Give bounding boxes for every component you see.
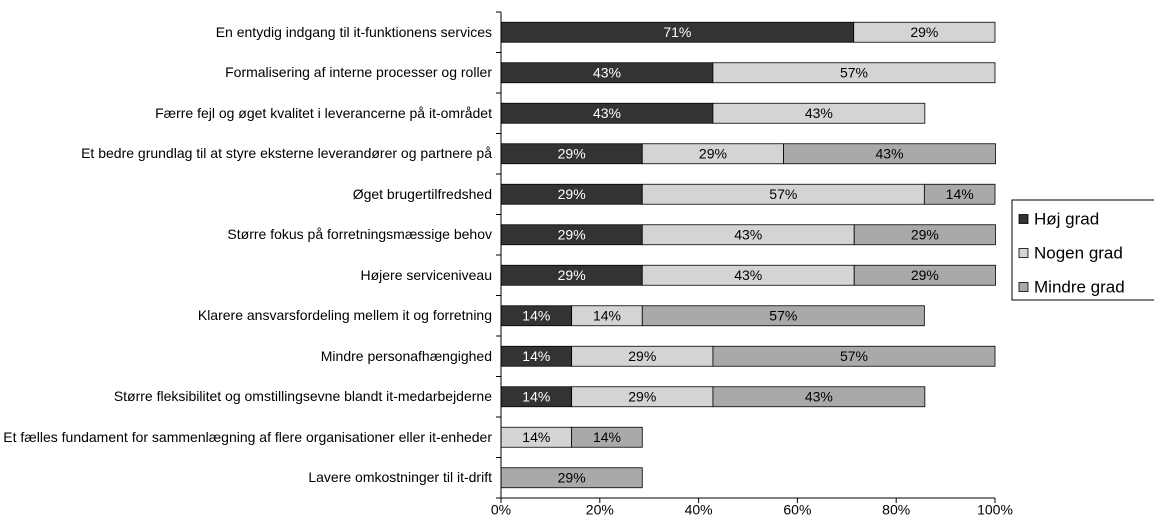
x-tick-label: 40% bbox=[685, 502, 713, 518]
data-label: 14% bbox=[522, 429, 550, 445]
category-label: Større fleksibilitet og omstillingsevne … bbox=[0, 377, 492, 417]
data-label: 43% bbox=[805, 105, 833, 121]
bar-segment bbox=[712, 386, 926, 408]
data-label: 29% bbox=[558, 186, 586, 202]
category-label: Et bedre grundlag til at styre eksterne … bbox=[0, 134, 492, 174]
bar-segment bbox=[853, 264, 996, 286]
legend-swatch bbox=[1018, 282, 1029, 292]
data-label: 14% bbox=[946, 186, 974, 202]
category-label: En entydig indgang til it-funktionens se… bbox=[0, 12, 492, 52]
category-text: Klarere ansvarsfordeling mellem it og fo… bbox=[197, 307, 492, 324]
category-text: Højere serviceniveau bbox=[360, 266, 493, 283]
category-label: Formalisering af interne processer og ro… bbox=[0, 53, 492, 93]
data-label: 14% bbox=[593, 307, 621, 323]
data-label: 57% bbox=[840, 348, 868, 364]
data-label: 43% bbox=[593, 105, 621, 121]
legend-label: Høj grad bbox=[1034, 209, 1099, 228]
category-label: Færre fejl og øget kvalitet i leverancer… bbox=[0, 93, 492, 133]
data-label: 43% bbox=[734, 226, 762, 242]
x-tick-label: 20% bbox=[586, 502, 614, 518]
category-label: Klarere ansvarsfordeling mellem it og fo… bbox=[0, 296, 492, 336]
x-tick-label: 0% bbox=[491, 502, 511, 518]
data-label: 71% bbox=[663, 24, 691, 40]
bar-segment bbox=[641, 305, 925, 327]
bar-segment bbox=[571, 426, 643, 448]
bar-segment bbox=[923, 183, 996, 205]
category-label: Mindre personafhængighed bbox=[0, 336, 492, 376]
x-tick-label: 80% bbox=[882, 502, 910, 518]
data-label: 29% bbox=[558, 226, 586, 242]
data-label: 29% bbox=[558, 145, 586, 161]
data-label: 14% bbox=[522, 307, 550, 323]
category-label: Højere serviceniveau bbox=[0, 255, 493, 295]
bar-segment bbox=[712, 345, 996, 367]
category-label: Et fælles fundament for sammenlægning af… bbox=[0, 417, 492, 457]
data-label: 14% bbox=[522, 348, 550, 364]
x-tick-label: 60% bbox=[783, 502, 811, 518]
category-label: Større fokus på forretningsmæssige behov bbox=[0, 215, 492, 255]
x-tick-label: 100% bbox=[977, 502, 1013, 518]
category-text: Færre fejl og øget kvalitet i leverancer… bbox=[155, 104, 492, 121]
bar-segment bbox=[712, 102, 926, 124]
data-label: 43% bbox=[805, 388, 833, 404]
category-text: Formalisering af interne processer og ro… bbox=[225, 64, 492, 81]
data-label: 57% bbox=[840, 64, 868, 80]
bar-segment bbox=[712, 62, 996, 84]
data-label: 14% bbox=[593, 429, 621, 445]
category-text: Lavere omkostninger til it-drift bbox=[308, 469, 492, 486]
data-label: 29% bbox=[628, 348, 656, 364]
data-label: 14% bbox=[522, 388, 550, 404]
category-text: Større fokus på forretningsmæssige behov bbox=[227, 226, 492, 243]
data-label: 43% bbox=[734, 267, 762, 283]
data-label: 29% bbox=[558, 267, 586, 283]
legend-swatch bbox=[1018, 248, 1029, 258]
category-text: Større fleksibilitet og omstillingsevne … bbox=[113, 388, 492, 405]
data-label: 29% bbox=[699, 145, 727, 161]
data-label: 43% bbox=[593, 64, 621, 80]
bar-segment bbox=[783, 143, 996, 165]
data-label: 29% bbox=[558, 469, 586, 485]
data-label: 43% bbox=[876, 145, 904, 161]
legend-box bbox=[1011, 199, 1154, 301]
category-text: Et fælles fundament for sammenlægning af… bbox=[3, 428, 492, 445]
legend-label: Nogen grad bbox=[1034, 243, 1123, 262]
category-text: Øget brugertilfredshed bbox=[352, 185, 492, 202]
data-label: 57% bbox=[769, 186, 797, 202]
category-text: Mindre personafhængighed bbox=[320, 347, 492, 364]
legend-swatch bbox=[1018, 214, 1029, 224]
category-label: Øget brugertilfredshed bbox=[0, 174, 492, 214]
category-label: Lavere omkostninger til it-drift bbox=[0, 458, 492, 498]
data-label: 29% bbox=[628, 388, 656, 404]
legend-label: Mindre grad bbox=[1034, 277, 1125, 296]
bar-segment bbox=[853, 224, 996, 246]
category-text: Et bedre grundlag til at styre eksterne … bbox=[81, 145, 492, 162]
data-label: 29% bbox=[910, 24, 938, 40]
category-text: En entydig indgang til it-funktionens se… bbox=[215, 23, 492, 40]
data-label: 29% bbox=[911, 267, 939, 283]
bar-segment bbox=[853, 21, 996, 43]
data-label: 29% bbox=[911, 226, 939, 242]
data-label: 57% bbox=[769, 307, 797, 323]
